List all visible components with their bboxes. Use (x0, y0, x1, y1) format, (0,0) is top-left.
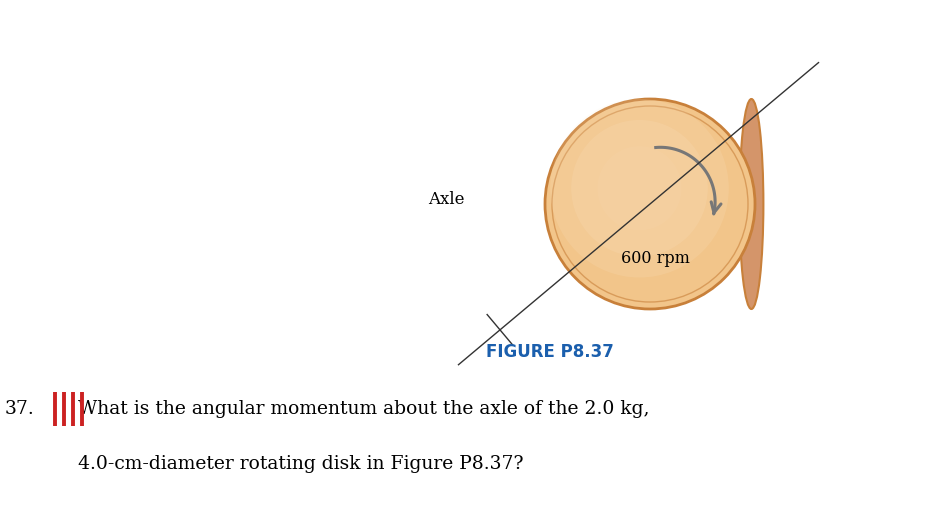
Text: What is the angular momentum about the axle of the 2.0 kg,: What is the angular momentum about the a… (78, 400, 650, 418)
Ellipse shape (545, 99, 755, 309)
Text: 4.0-cm-diameter rotating disk in Figure P8.37?: 4.0-cm-diameter rotating disk in Figure … (78, 455, 523, 473)
Text: Axle: Axle (429, 191, 465, 208)
Text: FIGURE P8.37: FIGURE P8.37 (486, 343, 614, 361)
Text: 600 rpm: 600 rpm (621, 250, 690, 267)
Ellipse shape (550, 99, 729, 278)
Ellipse shape (571, 120, 708, 256)
Ellipse shape (739, 99, 764, 309)
Ellipse shape (597, 146, 681, 230)
Text: 37.: 37. (5, 400, 35, 418)
